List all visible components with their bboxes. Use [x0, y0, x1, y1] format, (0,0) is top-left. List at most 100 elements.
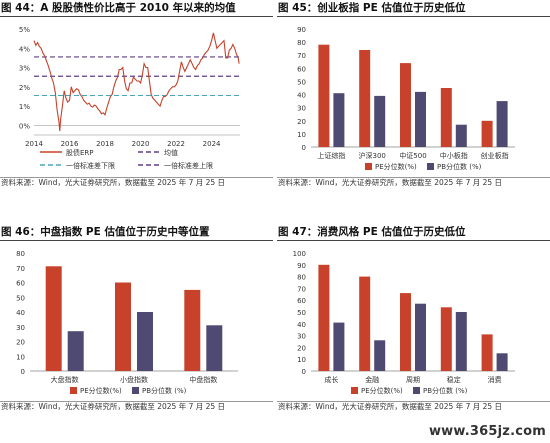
- size-valuation-bar-chart: 0 10 20 30 40 50 60 70 80 大盘指数 小盘指数 中盘指数 PE分位数(%) PB分…: [16, 250, 238, 395]
- x-tick-label: 小盘指数: [120, 375, 148, 384]
- chart-title: 图 47：消费风格 PE 估值位于历史低位: [278, 226, 466, 238]
- y-tick-label: 10: [297, 131, 306, 139]
- y-tick-label: 60: [16, 280, 25, 288]
- index-valuation-bar-chart: 0 10 20 30 40 50 60 70 80 90 上证综指 沪深300 中证500 中小板指 创业板…: [297, 26, 515, 171]
- chart-title: 图 46：中盘指数 PE 估值位于历史中等位置: [1, 226, 210, 238]
- x-tick-label: 2014: [25, 140, 43, 148]
- x-tick-label: 上证综指: [317, 151, 345, 160]
- source-note: 资料来源：Wind，光大证券研究所，数据截至 2025 年 7 月 25 日: [1, 402, 226, 411]
- panel-fig46: 图 46：中盘指数 PE 估值位于历史中等位置 0 10 20 30 40 50 60 70 8…: [0, 224, 273, 412]
- y-tick-label: 4%: [19, 45, 30, 53]
- y-tick-label: 70: [16, 265, 25, 273]
- y-tick-label: 70: [297, 285, 306, 293]
- bar-pe: [400, 63, 411, 147]
- source-rule: [277, 177, 550, 178]
- style-valuation-bar-chart: 0 10 20 30 40 50 60 70 80 90 100 成长 金融 周期 稳定 消费 PE分位数(%)…: [293, 250, 515, 395]
- bar-pe: [359, 50, 371, 147]
- y-tick-label: 0%: [19, 122, 30, 130]
- watermark: www.365jz.com: [428, 424, 546, 439]
- bar-pe: [115, 282, 131, 371]
- y-tick-label: 30: [297, 333, 306, 341]
- x-tick-label: 2020: [132, 140, 150, 148]
- title-rule: [0, 240, 273, 241]
- x-tick-label: 成长: [324, 375, 338, 384]
- bar-pb: [455, 312, 467, 371]
- y-tick-label: 20: [297, 118, 306, 126]
- bar-pe: [440, 307, 452, 371]
- bar-pb: [374, 95, 386, 147]
- legend-label: PB分位数 (%): [437, 162, 482, 171]
- bar-pb: [415, 303, 426, 371]
- y-tick-label: 0: [21, 368, 25, 376]
- source-rule: [277, 401, 550, 402]
- bar-pb: [415, 91, 426, 147]
- bar-pb: [137, 312, 153, 371]
- legend-label: PE分位数(%): [80, 386, 122, 395]
- legend-label: PE分位数(%): [375, 162, 417, 171]
- bar-pe: [481, 334, 493, 371]
- y-tick-label: 100: [293, 250, 306, 258]
- y-tick-label: 0: [302, 368, 306, 376]
- bar-pe: [318, 264, 330, 371]
- y-tick-label: 10: [297, 356, 306, 364]
- x-tick-label: 创业板指: [481, 151, 509, 160]
- bar-pe: [45, 266, 62, 371]
- bar-pb: [333, 322, 345, 371]
- y-tick-label: 1%: [19, 103, 30, 111]
- y-tick-label: 2%: [19, 84, 30, 92]
- title-rule: [277, 240, 550, 241]
- x-tick-label: 2016: [61, 140, 79, 148]
- y-tick-label: 50: [297, 78, 306, 86]
- bar-pe: [481, 120, 493, 147]
- panel-fig45: 图 45：创业板指 PE 估值位于历史低位 0 10 20 30 40 50 60 70 80 9…: [277, 0, 550, 188]
- legend-swatch: [365, 163, 372, 170]
- erp-line-chart: 0% 1% 2% 3% 4% 5% 2014 2016 2018 2020 2022 2024 股债ER…: [19, 26, 240, 170]
- legend-label: PE分位数(%): [361, 386, 403, 395]
- x-tick-label: 金融: [365, 375, 379, 384]
- source-note: 资料来源：Wind，光大证券研究所，数据截至 2025 年 7 月 25 日: [1, 178, 226, 187]
- panel-fig44: 图 44：A 股股债性价比高于 2010 年以来的均值 0% 1% 2% 3% 4% 5%…: [0, 0, 273, 188]
- y-tick-label: 40: [297, 92, 306, 100]
- y-tick-label: 5%: [19, 26, 30, 34]
- title-rule: [277, 16, 550, 17]
- bar-pb: [374, 340, 386, 371]
- x-tick-label: 大盘指数: [51, 375, 79, 384]
- bar-pb: [455, 124, 467, 147]
- legend-label: 一倍标准差下限: [66, 161, 115, 170]
- bar-pb: [206, 325, 223, 371]
- y-tick-label: 30: [297, 105, 306, 113]
- legend-label: 均值: [164, 148, 178, 157]
- x-tick-label: 中证500: [399, 151, 426, 160]
- chart-title: 图 44：A 股股债性价比高于 2010 年以来的均值: [1, 2, 236, 14]
- bar-pb: [67, 331, 84, 371]
- y-tick-label: 60: [297, 297, 306, 305]
- y-tick-label: 3%: [19, 65, 30, 73]
- y-tick-label: 40: [16, 309, 25, 317]
- y-tick-label: 80: [297, 39, 306, 47]
- bar-pb: [496, 101, 508, 147]
- bar-pb: [333, 93, 345, 147]
- legend-label: 股债ERP: [66, 148, 94, 157]
- x-tick-label: 中盘指数: [189, 375, 217, 384]
- bar-pe: [184, 289, 201, 371]
- x-tick-label: 中小板指: [440, 151, 468, 160]
- bar-pe: [359, 276, 371, 371]
- y-tick-label: 50: [16, 294, 25, 302]
- y-tick-label: 80: [16, 250, 25, 258]
- bar-pe: [318, 44, 330, 148]
- x-tick-label: 2024: [203, 140, 221, 148]
- x-tick-label: 消费: [488, 375, 502, 384]
- legend-swatch: [132, 387, 139, 394]
- x-tick-label: 稳定: [447, 375, 461, 384]
- y-tick-label: 20: [16, 339, 25, 347]
- legend-label: 一倍标准差上限: [164, 161, 213, 170]
- y-tick-label: 50: [297, 309, 306, 317]
- panel-fig47: 图 47：消费风格 PE 估值位于历史低位 0 10 20 30 40 50 60 70 80 9…: [277, 224, 550, 412]
- legend-swatch: [413, 387, 420, 394]
- chart-title: 图 45：创业板指 PE 估值位于历史低位: [278, 2, 466, 14]
- y-tick-label: 0: [302, 144, 306, 152]
- y-tick-label: 30: [16, 324, 25, 332]
- title-rule: [0, 16, 273, 17]
- y-tick-label: 90: [297, 262, 306, 270]
- source-rule: [0, 177, 273, 178]
